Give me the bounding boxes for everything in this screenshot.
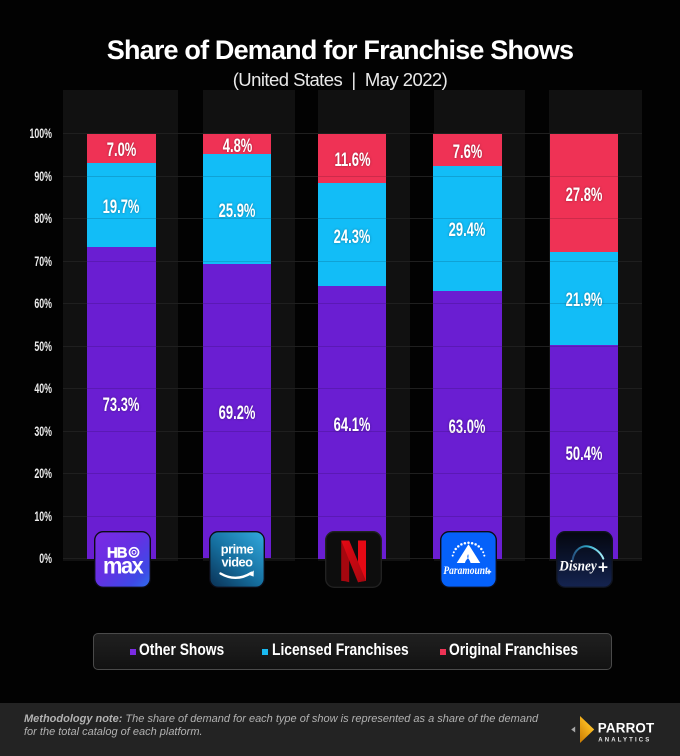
svg-text:Disney: Disney — [558, 557, 597, 573]
svg-text:video: video — [221, 554, 253, 569]
svg-text:PARROT: PARROT — [598, 721, 655, 736]
svg-text:HB: HB — [107, 545, 128, 561]
svg-text:max: max — [103, 551, 144, 578]
svg-text:ANALYTICS: ANALYTICS — [598, 738, 651, 744]
svg-text:prime: prime — [221, 541, 254, 556]
svg-text:Paramount: Paramount — [443, 565, 488, 577]
